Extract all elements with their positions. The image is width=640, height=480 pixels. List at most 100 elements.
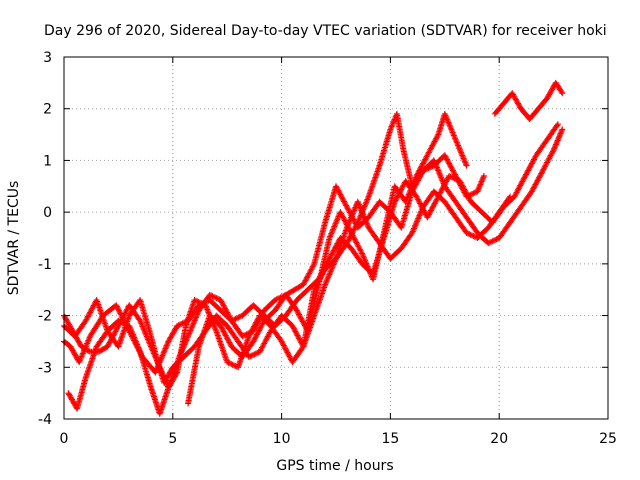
data-point bbox=[332, 257, 339, 264]
data-point bbox=[351, 207, 358, 214]
data-point bbox=[138, 322, 145, 329]
data-point bbox=[115, 307, 122, 314]
data-point bbox=[360, 254, 367, 261]
x-tick-label: 25 bbox=[599, 431, 617, 447]
data-point bbox=[254, 350, 261, 357]
data-point bbox=[191, 317, 198, 324]
data-point bbox=[444, 118, 451, 125]
data-point bbox=[161, 348, 168, 355]
data-point bbox=[485, 240, 492, 247]
data-point bbox=[299, 344, 306, 351]
data-point bbox=[189, 323, 196, 330]
data-point bbox=[557, 130, 564, 137]
data-point bbox=[131, 338, 138, 345]
x-axis-label: GPS time / hours bbox=[276, 458, 393, 474]
data-point bbox=[158, 368, 165, 375]
data-point bbox=[160, 351, 167, 358]
data-point bbox=[235, 314, 242, 321]
data-point bbox=[455, 142, 462, 149]
data-point bbox=[438, 174, 445, 181]
y-tick-label: 2 bbox=[43, 102, 52, 118]
data-point bbox=[365, 264, 372, 271]
data-point bbox=[362, 257, 369, 264]
data-point bbox=[152, 353, 159, 360]
data-point bbox=[447, 125, 454, 132]
data-point bbox=[150, 350, 157, 357]
data-point bbox=[554, 137, 561, 144]
data-point bbox=[117, 310, 124, 317]
data-point bbox=[461, 156, 468, 163]
data-point bbox=[441, 110, 448, 117]
data-point bbox=[192, 297, 199, 304]
data-point bbox=[152, 354, 159, 361]
data-point bbox=[433, 164, 440, 171]
data-point bbox=[210, 320, 217, 327]
data-point bbox=[411, 178, 418, 185]
data-point bbox=[492, 236, 499, 243]
data-point bbox=[360, 211, 367, 218]
y-tick-label: 1 bbox=[43, 153, 52, 169]
data-point bbox=[188, 326, 195, 333]
data-point bbox=[436, 171, 443, 178]
x-tick-label: 10 bbox=[273, 431, 291, 447]
data-point bbox=[180, 344, 187, 351]
data-point bbox=[357, 205, 364, 212]
data-point bbox=[438, 176, 445, 183]
data-point bbox=[454, 141, 461, 148]
data-point bbox=[389, 122, 396, 129]
data-point bbox=[470, 190, 477, 197]
data-point bbox=[148, 344, 155, 351]
data-point bbox=[469, 191, 475, 198]
data-point bbox=[127, 330, 134, 337]
data-point bbox=[233, 315, 240, 322]
data-point bbox=[413, 219, 420, 226]
data-point bbox=[229, 361, 236, 368]
data-point bbox=[554, 122, 561, 129]
data-point bbox=[176, 353, 183, 360]
data-point bbox=[489, 238, 496, 245]
data-point bbox=[486, 239, 493, 246]
data-point bbox=[114, 304, 121, 311]
data-point bbox=[273, 296, 280, 303]
data-point bbox=[463, 229, 470, 236]
data-points bbox=[61, 79, 566, 417]
data-point bbox=[330, 261, 337, 268]
data-point bbox=[363, 199, 370, 206]
data-point bbox=[179, 347, 186, 354]
data-point bbox=[356, 203, 363, 210]
data-point bbox=[409, 229, 416, 236]
data-point bbox=[126, 329, 133, 336]
data-point bbox=[363, 262, 370, 269]
data-point bbox=[556, 131, 563, 138]
data-point bbox=[478, 178, 485, 185]
data-point bbox=[450, 174, 457, 181]
data-point bbox=[554, 121, 561, 128]
data-point bbox=[245, 353, 252, 360]
data-point bbox=[324, 275, 331, 282]
data-point bbox=[446, 122, 453, 129]
data-point bbox=[116, 309, 123, 316]
data-point bbox=[331, 258, 338, 265]
data-point bbox=[409, 182, 416, 189]
data-point bbox=[454, 176, 461, 183]
data-point bbox=[144, 334, 151, 341]
chart-title: Day 296 of 2020, Sidereal Day-to-day VTE… bbox=[44, 23, 607, 39]
data-point bbox=[327, 232, 334, 239]
data-point bbox=[212, 325, 219, 332]
data-point bbox=[556, 133, 563, 140]
data-point bbox=[153, 356, 160, 363]
data-point bbox=[464, 230, 471, 237]
data-point bbox=[121, 318, 128, 325]
data-point bbox=[412, 221, 419, 228]
data-point bbox=[247, 329, 254, 336]
data-point bbox=[199, 300, 206, 307]
data-point bbox=[443, 113, 450, 120]
data-point bbox=[175, 322, 182, 329]
data-point bbox=[133, 341, 140, 348]
data-point bbox=[76, 359, 83, 366]
data-point bbox=[462, 161, 469, 168]
data-point bbox=[124, 324, 131, 331]
data-point bbox=[164, 341, 171, 348]
data-point bbox=[436, 170, 443, 177]
